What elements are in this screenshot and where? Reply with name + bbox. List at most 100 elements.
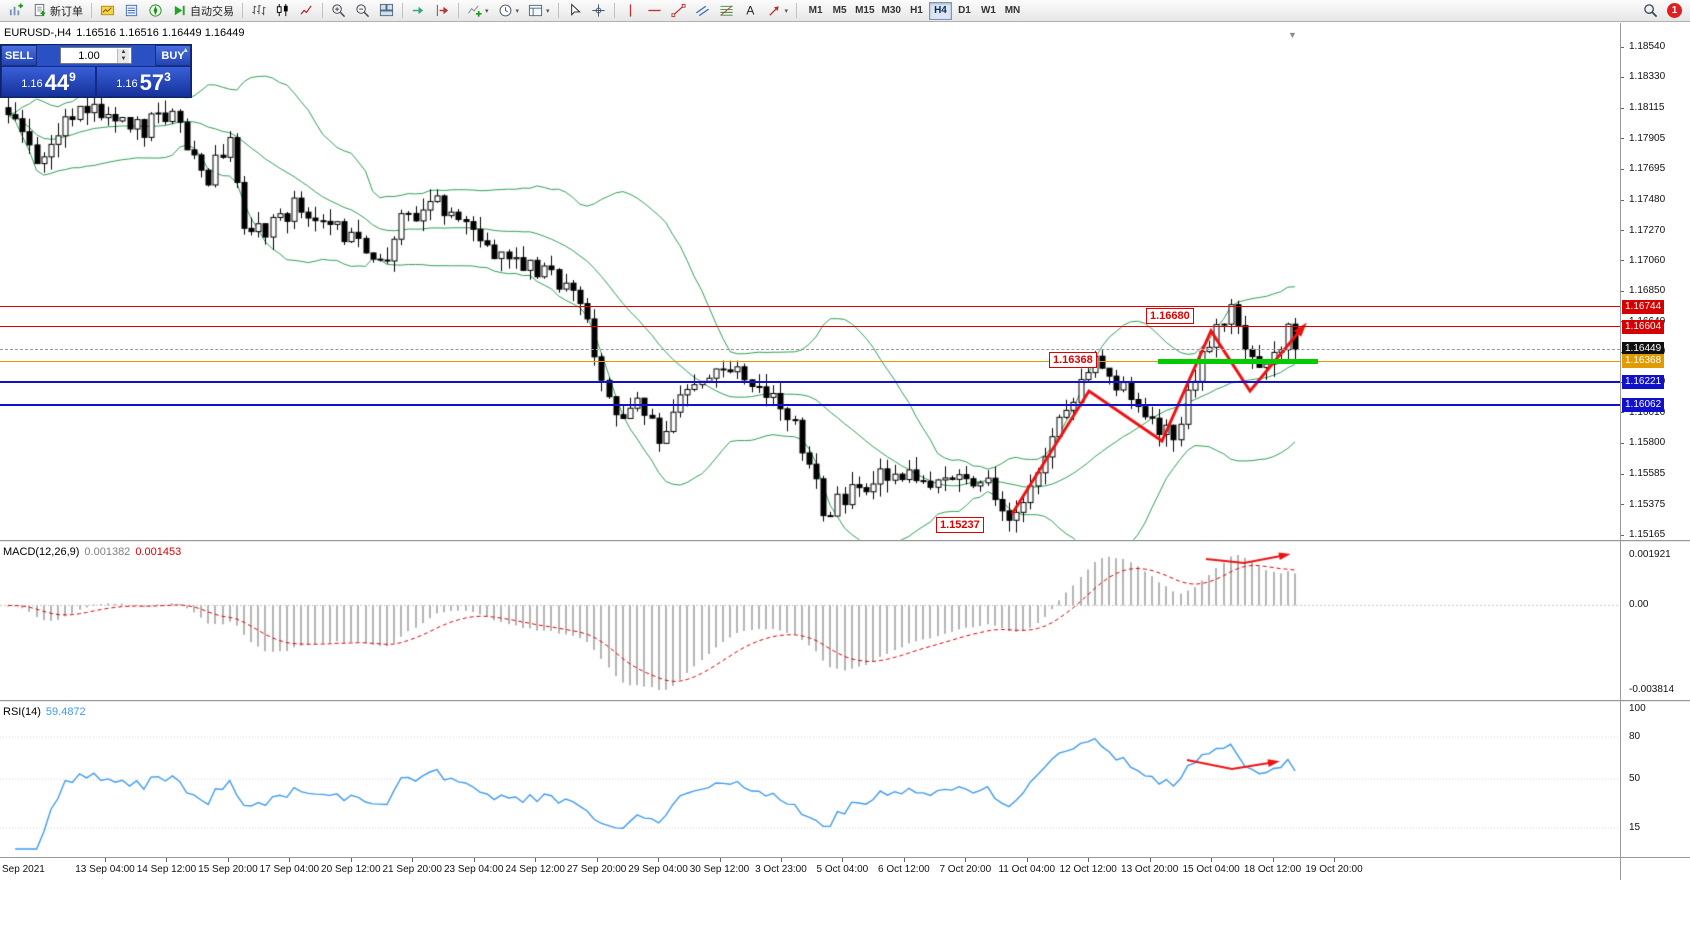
- periods-clock-icon: [499, 4, 511, 17]
- date-axis-label: 19 Oct 20:00: [1305, 864, 1363, 875]
- price-axis-tickmark: [1620, 442, 1624, 444]
- timeframe-button-h1[interactable]: H1: [910, 5, 923, 16]
- rsi-scale-label: 100: [1629, 703, 1646, 714]
- fibonacci-button[interactable]: [715, 1, 738, 21]
- date-axis-tickmark: [780, 858, 782, 862]
- timeframe-button-h4[interactable]: H4: [928, 1, 952, 20]
- date-axis-label: 23 Sep 04:00: [443, 864, 504, 875]
- buy-button[interactable]: BUY: [155, 45, 191, 66]
- macd-scale-zero: 0.00: [1629, 599, 1649, 611]
- channel-button[interactable]: [691, 1, 714, 21]
- price-level-line[interactable]: [0, 360, 1620, 362]
- crosshair-button[interactable]: [587, 1, 610, 21]
- chart-symbol-info: EURUSD-,H4 1.16516 1.16516 1.16449 1.1644…: [4, 27, 249, 39]
- sell-button[interactable]: SELL: [1, 45, 37, 66]
- tile-windows-button[interactable]: [375, 1, 398, 21]
- macd-indicator-header: MACD(12,26,9) 0.001382 0.001453: [3, 546, 186, 558]
- price-level-line[interactable]: [0, 306, 1620, 308]
- text-button[interactable]: A: [739, 1, 762, 21]
- new-order-button[interactable]: 新订单: [28, 1, 87, 21]
- volume-increase-button[interactable]: ▲: [118, 48, 129, 56]
- date-axis-tickmark: [1334, 858, 1335, 862]
- text-icon: A: [746, 4, 755, 18]
- date-axis-label: 17 Sep 04:00: [259, 864, 320, 875]
- new-chart-icon: [9, 3, 23, 16]
- toolbar-separator: [402, 3, 403, 18]
- price-axis-tickmark: [1620, 199, 1624, 201]
- timeframe-button-w1[interactable]: W1: [980, 5, 996, 16]
- candlestick-chart-button[interactable]: [271, 1, 294, 21]
- timeframe-button-m1[interactable]: M1: [808, 5, 823, 16]
- price-line-label: 1.16368: [1622, 354, 1665, 369]
- date-axis-tickmark: [227, 858, 229, 862]
- buy-price-display[interactable]: 1.16 57 3: [96, 66, 191, 97]
- toolbar-separator: [557, 3, 559, 18]
- date-axis-label: 13 Oct 20:00: [1121, 864, 1179, 875]
- volume-box: ▲▼: [60, 47, 132, 64]
- timeframe-button-d1[interactable]: D1: [958, 5, 971, 16]
- vertical-line-button[interactable]: [619, 1, 642, 21]
- notification-badge[interactable]: 1: [1667, 3, 1682, 18]
- price-level-line[interactable]: [0, 326, 1620, 328]
- auto-trading-button[interactable]: 自动交易: [168, 1, 238, 21]
- symbol-timeframe-label: EURUSD-,H4: [4, 27, 72, 39]
- auto-scroll-button[interactable]: [407, 1, 430, 21]
- periods-button[interactable]: ▾: [494, 1, 524, 21]
- symbol-search-button[interactable]: [1639, 1, 1662, 21]
- date-axis-tickmark: [289, 858, 291, 862]
- price-level-line[interactable]: [0, 404, 1620, 407]
- price-annotation-label[interactable]: 1.16680: [1146, 308, 1194, 324]
- indicators-button[interactable]: ▾: [463, 1, 493, 21]
- volume-decrease-button[interactable]: ▼: [118, 55, 129, 63]
- toolbar-separator: [796, 3, 798, 18]
- dropdown-caret-icon: ▾: [784, 7, 789, 15]
- sell-price-display[interactable]: 1.16 44 9: [1, 66, 96, 97]
- sell-price-prefix: 1.16: [21, 78, 43, 90]
- rsi-label: RSI(14): [3, 706, 41, 718]
- bar-chart-button[interactable]: [247, 1, 270, 21]
- navigator-icon: [149, 4, 162, 17]
- zoom-out-button[interactable]: [351, 1, 374, 21]
- timeframe-button-m15[interactable]: M15: [855, 5, 875, 16]
- horizontal-line-icon: [647, 9, 661, 12]
- price-axis-tick: 1.18330: [1629, 71, 1666, 83]
- market-watch-button[interactable]: [120, 1, 143, 21]
- line-chart-button[interactable]: [295, 1, 318, 21]
- chart-shift-marker[interactable]: ▼: [1288, 30, 1297, 40]
- date-axis-label: 14 Sep 12:00: [136, 864, 197, 875]
- templates-icon: [528, 4, 543, 17]
- price-level-line[interactable]: [0, 381, 1620, 384]
- cursor-button[interactable]: [563, 1, 586, 21]
- trendline-button[interactable]: [667, 1, 690, 21]
- volume-input[interactable]: [61, 48, 117, 63]
- dropdown-caret-icon: ▾: [485, 7, 489, 15]
- timeframe-button-mn[interactable]: MN: [1004, 5, 1021, 16]
- date-axis-tickmark: [1149, 858, 1151, 862]
- timeframe-button-m30[interactable]: M30: [881, 5, 901, 16]
- date-axis-label: 12 Oct 12:00: [1059, 864, 1117, 875]
- support-highlight-line[interactable]: [1158, 358, 1318, 364]
- arrows-button[interactable]: ▾: [763, 1, 793, 21]
- price-axis-tickmark: [1620, 412, 1624, 414]
- macd-panel-splitter[interactable]: [0, 540, 1690, 543]
- new-chart-button[interactable]: [4, 1, 27, 21]
- charts-profile-button[interactable]: [96, 1, 119, 21]
- panel-collapse-button[interactable]: ▲: [182, 47, 189, 54]
- date-axis-tickmark: [842, 858, 844, 862]
- rsi-panel-splitter[interactable]: [0, 700, 1690, 703]
- templates-button[interactable]: ▾: [524, 1, 554, 21]
- chart-shift-button[interactable]: [431, 1, 454, 21]
- price-axis-tick: 1.18115: [1629, 102, 1665, 114]
- bid-price-line: [0, 349, 1620, 351]
- price-axis-tick: 1.18540: [1629, 41, 1666, 52]
- timeframe-button-m5[interactable]: M5: [832, 5, 847, 16]
- price-axis-tickmark: [1620, 107, 1624, 109]
- price-annotation-label[interactable]: 1.16368: [1049, 352, 1097, 368]
- macd-signal-value: 0.001453: [135, 546, 182, 558]
- zoom-in-button[interactable]: [327, 1, 350, 21]
- price-annotation-label[interactable]: 1.15237: [936, 517, 984, 533]
- navigator-button[interactable]: [144, 1, 167, 21]
- date-axis-label: 27 Sep 20:00: [566, 864, 627, 875]
- horizontal-line-button[interactable]: [643, 1, 666, 21]
